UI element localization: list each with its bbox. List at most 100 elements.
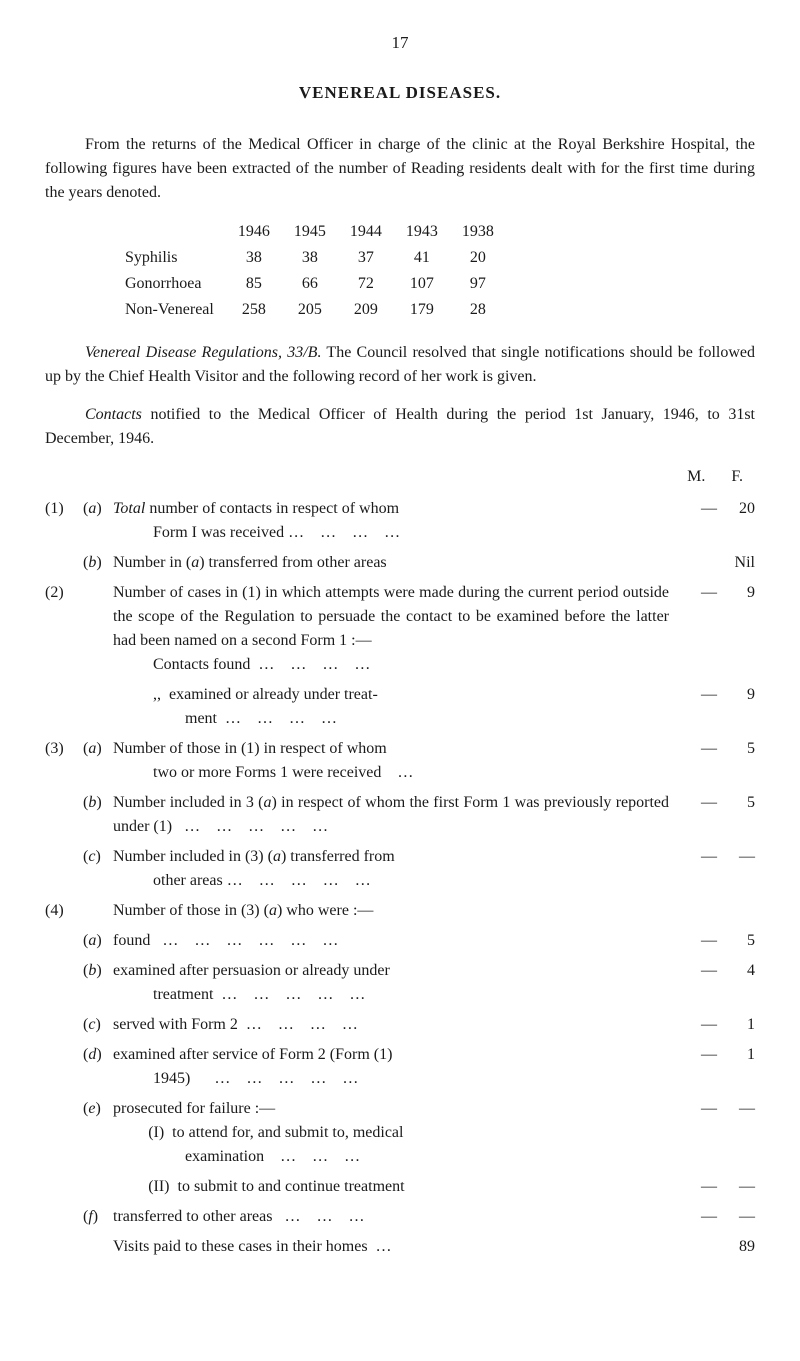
f-value: 9 xyxy=(717,581,755,605)
list-item: (II) to submit to and continue treatment… xyxy=(45,1175,755,1199)
item-description: examined after persuasion or already und… xyxy=(113,959,679,1007)
cell: 41 xyxy=(394,245,450,271)
item-number: (2) xyxy=(45,581,83,605)
table-row: Non-Venereal 258 205 209 179 28 xyxy=(125,297,506,323)
item-letter: f xyxy=(83,1205,113,1229)
item-letter: a xyxy=(83,737,113,761)
f-value: — xyxy=(717,845,755,869)
m-value: — xyxy=(679,845,717,869)
row-label: Non-Venereal xyxy=(125,297,226,323)
m-value: — xyxy=(679,497,717,521)
m-value: — xyxy=(679,791,717,815)
item-description: Number of those in (1) in respect of who… xyxy=(113,737,679,785)
item-description: prosecuted for failure :—(I) to attend f… xyxy=(113,1097,679,1169)
year-head: 1946 xyxy=(226,219,282,245)
page-number: 17 xyxy=(45,30,755,56)
year-table: 1946 1945 1944 1943 1938 Syphilis 38 38 … xyxy=(125,219,506,323)
f-value: 9 xyxy=(717,683,755,707)
item-description: Number in (a) transferred from other are… xyxy=(113,551,679,575)
f-value: 89 xyxy=(717,1235,755,1259)
cell: 20 xyxy=(450,245,506,271)
item-description: ,, examined or already under treat-ment … xyxy=(113,683,679,731)
m-value: — xyxy=(679,1013,717,1037)
row-label: Syphilis xyxy=(125,245,226,271)
item-description: Total number of contacts in respect of w… xyxy=(113,497,679,545)
item-description: Number included in 3 (a) in respect of w… xyxy=(113,791,679,839)
section-title: VENEREAL DISEASES. xyxy=(45,80,755,106)
item-description: examined after service of Form 2 (Form (… xyxy=(113,1043,679,1091)
m-value: — xyxy=(679,1205,717,1229)
resolution-paragraph: Venereal Disease Regulations, 33/B. The … xyxy=(45,341,755,389)
year-table-empty xyxy=(125,219,226,245)
item-letter: e xyxy=(83,1097,113,1121)
f-value: 20 xyxy=(717,497,755,521)
cell: 258 xyxy=(226,297,282,323)
item-number: (3) xyxy=(45,737,83,761)
m-value: — xyxy=(679,581,717,605)
list-item: (3)aNumber of those in (1) in respect of… xyxy=(45,737,755,785)
f-value: 4 xyxy=(717,959,755,983)
list-item: ftransferred to other areas … … …—— xyxy=(45,1205,755,1229)
contacts-text: notified to the Medical Officer of Healt… xyxy=(45,406,755,447)
table-row: Gonorrhoea 85 66 72 107 97 xyxy=(125,271,506,297)
cell: 28 xyxy=(450,297,506,323)
f-value: 5 xyxy=(717,929,755,953)
list-item: bNumber included in 3 (a) in respect of … xyxy=(45,791,755,839)
cell: 107 xyxy=(394,271,450,297)
table-row: Syphilis 38 38 37 41 20 xyxy=(125,245,506,271)
m-header: M. xyxy=(687,465,705,489)
item-letter: a xyxy=(83,929,113,953)
f-value: — xyxy=(717,1097,755,1121)
f-value: — xyxy=(717,1205,755,1229)
intro-paragraph: From the returns of the Medical Officer … xyxy=(45,133,755,205)
m-value: — xyxy=(679,1097,717,1121)
list-item: cserved with Form 2 … … … …—1 xyxy=(45,1013,755,1037)
f-value: 5 xyxy=(717,791,755,815)
year-head: 1944 xyxy=(338,219,394,245)
item-description: Number of those in (3) (a) who were :— xyxy=(113,899,679,923)
mf-header: M. F. xyxy=(45,465,743,489)
contacts-prefix: Contacts xyxy=(85,406,142,423)
item-description: Visits paid to these cases in their home… xyxy=(113,1235,679,1259)
list-item: dexamined after service of Form 2 (Form … xyxy=(45,1043,755,1091)
m-value: — xyxy=(679,929,717,953)
item-description: (II) to submit to and continue treatment xyxy=(113,1175,679,1199)
year-head: 1945 xyxy=(282,219,338,245)
f-value: 1 xyxy=(717,1043,755,1067)
cell: 97 xyxy=(450,271,506,297)
m-value: — xyxy=(679,1175,717,1199)
cell: 37 xyxy=(338,245,394,271)
cell: 38 xyxy=(282,245,338,271)
year-table-head-row: 1946 1945 1944 1943 1938 xyxy=(125,219,506,245)
f-header: F. xyxy=(731,465,743,489)
contacts-intro: Contacts notified to the Medical Officer… xyxy=(45,403,755,451)
year-head: 1943 xyxy=(394,219,450,245)
row-label: Gonorrhoea xyxy=(125,271,226,297)
cell: 85 xyxy=(226,271,282,297)
item-letter: c xyxy=(83,1013,113,1037)
resolution-prefix: Venereal Disease Regulations, 33/B. xyxy=(85,344,321,361)
cell: 72 xyxy=(338,271,394,297)
item-letter: a xyxy=(83,497,113,521)
item-description: found … … … … … … xyxy=(113,929,679,953)
list-item: Visits paid to these cases in their home… xyxy=(45,1235,755,1259)
cell: 179 xyxy=(394,297,450,323)
list-item: afound … … … … … …—5 xyxy=(45,929,755,953)
item-letter: c xyxy=(83,845,113,869)
item-description: Number of cases in (1) in which attempts… xyxy=(113,581,679,677)
m-value: — xyxy=(679,737,717,761)
cell: 38 xyxy=(226,245,282,271)
cell: 209 xyxy=(338,297,394,323)
list-item: ,, examined or already under treat-ment … xyxy=(45,683,755,731)
list-item: eprosecuted for failure :—(I) to attend … xyxy=(45,1097,755,1169)
f-value: 5 xyxy=(717,737,755,761)
f-value: — xyxy=(717,1175,755,1199)
m-value: — xyxy=(679,683,717,707)
list-item: (2) Number of cases in (1) in which attem… xyxy=(45,581,755,677)
m-value: — xyxy=(679,1043,717,1067)
item-number: (4) xyxy=(45,899,83,923)
list-item: bexamined after persuasion or already un… xyxy=(45,959,755,1007)
cell: 205 xyxy=(282,297,338,323)
item-description: served with Form 2 … … … … xyxy=(113,1013,679,1037)
item-letter: b xyxy=(83,959,113,983)
